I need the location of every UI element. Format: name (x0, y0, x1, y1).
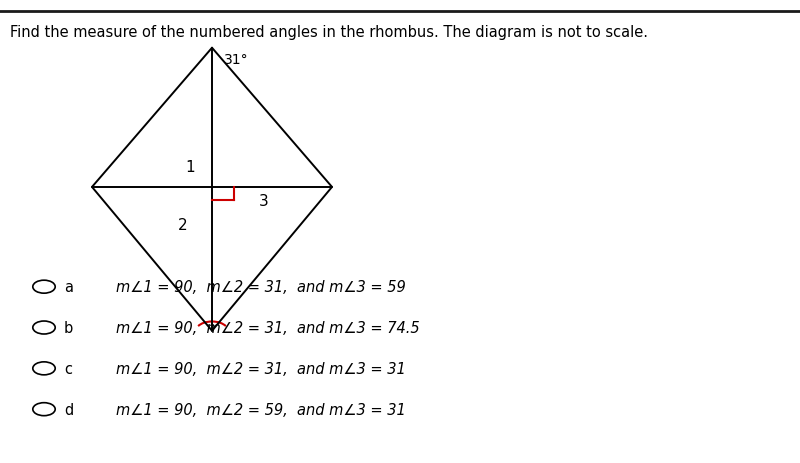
Text: m∠1 = 90,  m∠2 = 31,  and m∠3 = 74.5: m∠1 = 90, m∠2 = 31, and m∠3 = 74.5 (116, 320, 420, 335)
Text: 3: 3 (259, 194, 269, 209)
Text: d: d (64, 402, 74, 417)
Text: c: c (64, 361, 72, 376)
Text: 1: 1 (186, 160, 195, 175)
Text: m∠1 = 90,  m∠2 = 31,  and m∠3 = 59: m∠1 = 90, m∠2 = 31, and m∠3 = 59 (116, 280, 406, 294)
Text: b: b (64, 320, 74, 335)
Text: m∠1 = 90,  m∠2 = 59,  and m∠3 = 31: m∠1 = 90, m∠2 = 59, and m∠3 = 31 (116, 402, 406, 417)
Text: a: a (64, 280, 73, 294)
Text: 2: 2 (178, 217, 187, 232)
Text: Find the measure of the numbered angles in the rhombus. The diagram is not to sc: Find the measure of the numbered angles … (10, 25, 648, 40)
Text: 31°: 31° (224, 53, 249, 67)
Text: m∠1 = 90,  m∠2 = 31,  and m∠3 = 31: m∠1 = 90, m∠2 = 31, and m∠3 = 31 (116, 361, 406, 376)
